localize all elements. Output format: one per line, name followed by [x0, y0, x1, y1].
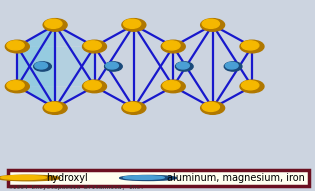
- Circle shape: [35, 62, 48, 69]
- Circle shape: [7, 81, 24, 90]
- Circle shape: [163, 41, 180, 50]
- Circle shape: [84, 81, 101, 90]
- Circle shape: [84, 41, 101, 50]
- Circle shape: [34, 62, 51, 71]
- Circle shape: [175, 62, 193, 71]
- Polygon shape: [17, 25, 94, 47]
- Text: hydroxyl: hydroxyl: [46, 173, 88, 183]
- Circle shape: [7, 41, 24, 50]
- Circle shape: [43, 19, 67, 31]
- Polygon shape: [17, 25, 55, 108]
- Polygon shape: [17, 86, 94, 108]
- Circle shape: [226, 62, 238, 69]
- Circle shape: [45, 19, 62, 28]
- Circle shape: [105, 62, 122, 71]
- Circle shape: [45, 102, 62, 111]
- Circle shape: [242, 81, 259, 90]
- Circle shape: [224, 62, 242, 71]
- Circle shape: [106, 62, 118, 69]
- Circle shape: [201, 19, 225, 31]
- Circle shape: [202, 19, 220, 28]
- Circle shape: [122, 102, 146, 114]
- Circle shape: [161, 80, 185, 93]
- Circle shape: [5, 80, 29, 93]
- Circle shape: [177, 62, 189, 69]
- Circle shape: [163, 81, 180, 90]
- Circle shape: [242, 41, 259, 50]
- Circle shape: [0, 175, 60, 181]
- Circle shape: [123, 19, 141, 28]
- Circle shape: [5, 40, 29, 53]
- Polygon shape: [17, 47, 94, 86]
- Circle shape: [202, 102, 220, 111]
- Circle shape: [122, 19, 146, 31]
- Circle shape: [201, 102, 225, 114]
- Circle shape: [240, 40, 264, 53]
- Text: ©1994 Encyclopaedia Britannica, Inc.: ©1994 Encyclopaedia Britannica, Inc.: [9, 185, 145, 190]
- Circle shape: [240, 80, 264, 93]
- Circle shape: [123, 102, 141, 111]
- FancyBboxPatch shape: [8, 170, 309, 186]
- Circle shape: [161, 40, 185, 53]
- FancyBboxPatch shape: [10, 171, 311, 187]
- Text: aluminum, magnesium, iron: aluminum, magnesium, iron: [167, 173, 305, 183]
- Circle shape: [123, 176, 164, 179]
- Circle shape: [120, 176, 176, 180]
- Circle shape: [83, 40, 106, 53]
- Circle shape: [1, 176, 46, 180]
- Circle shape: [83, 80, 106, 93]
- Circle shape: [43, 102, 67, 114]
